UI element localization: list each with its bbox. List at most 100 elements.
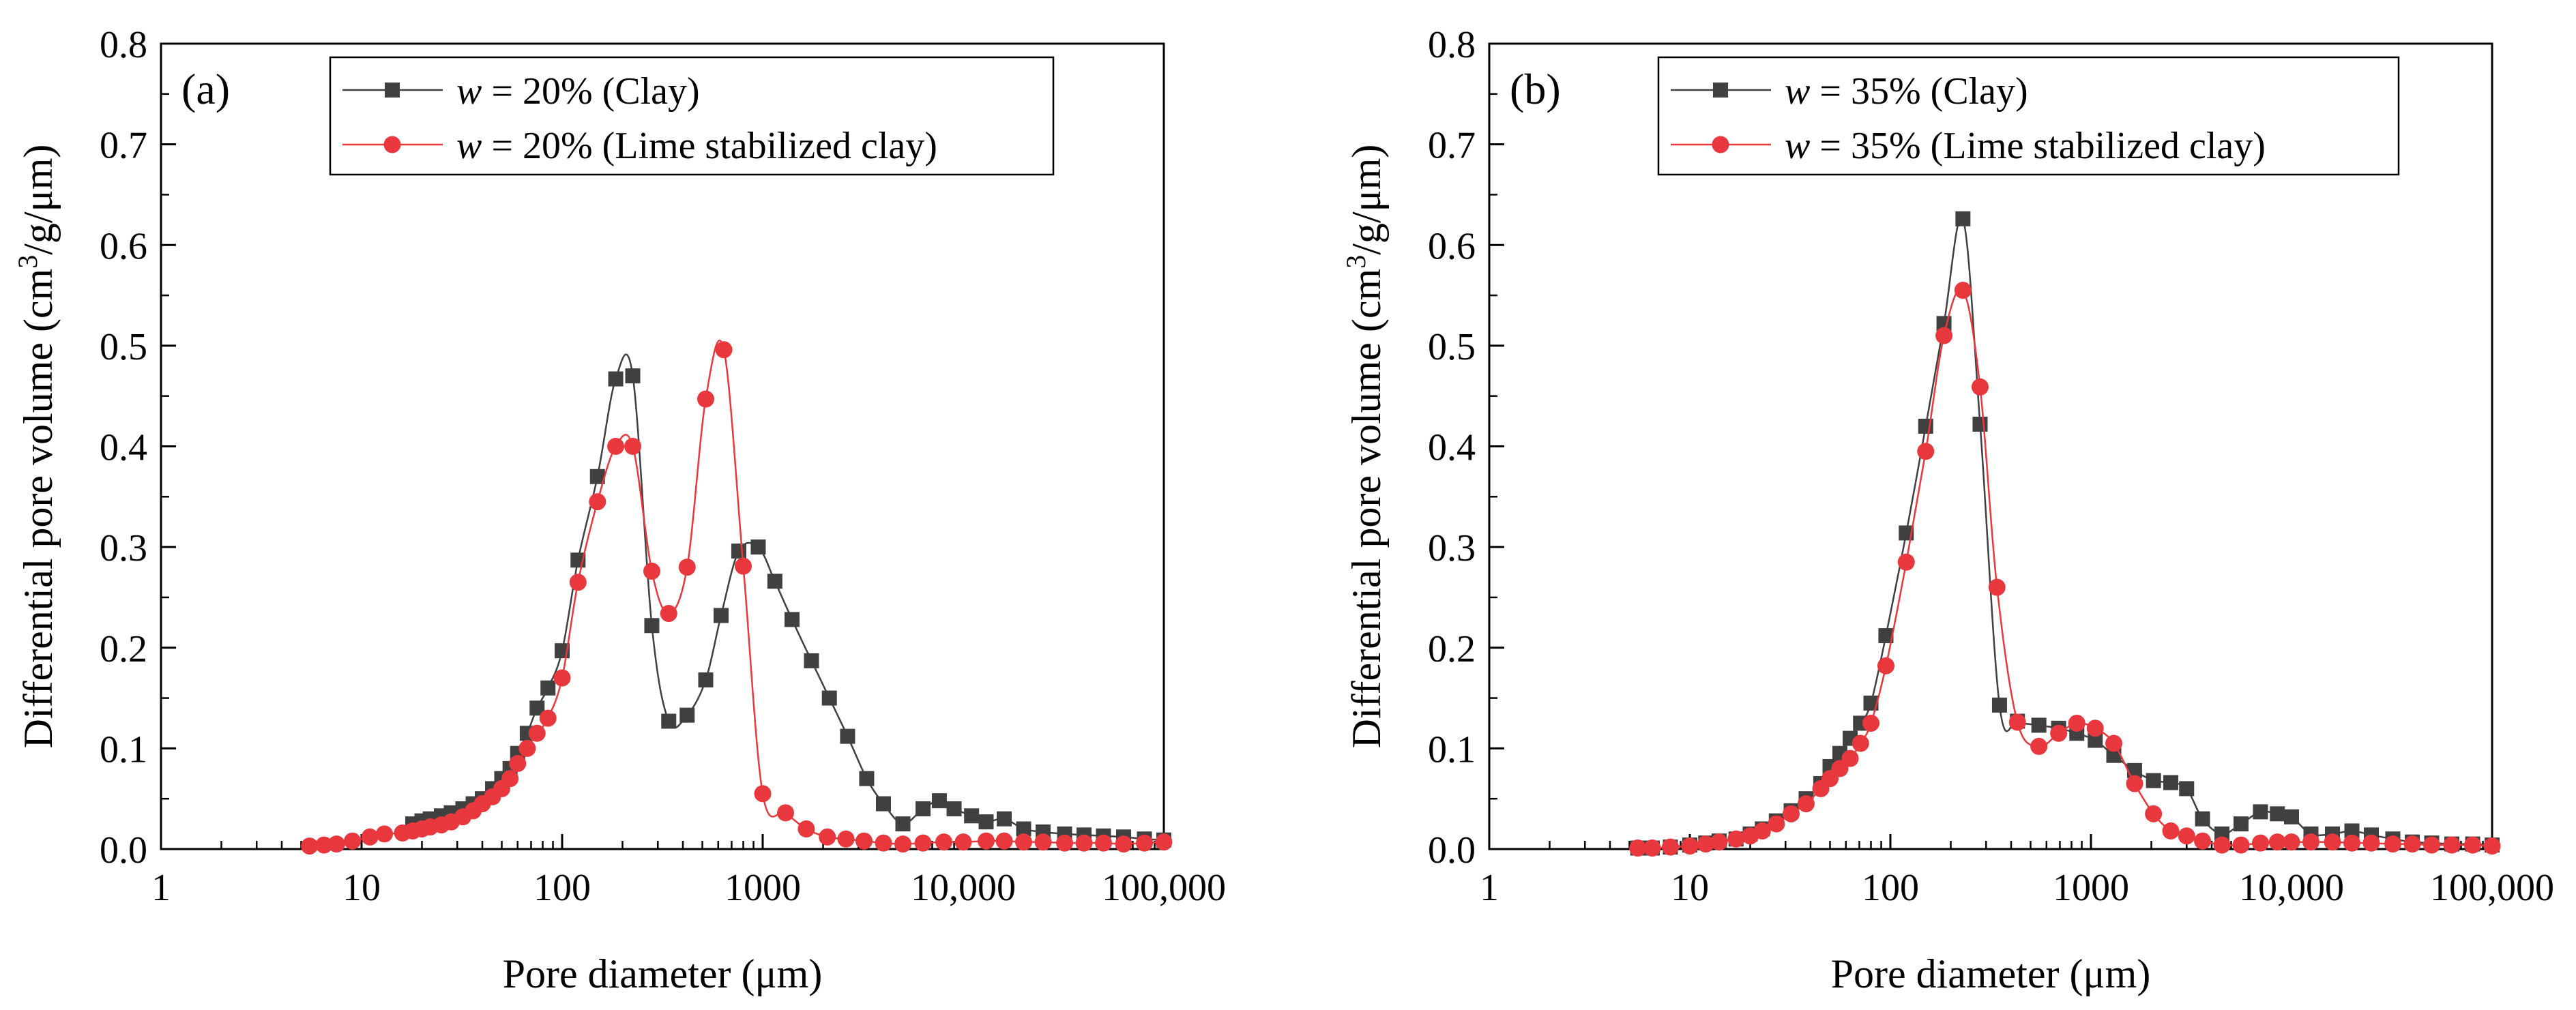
- y-tick-label: 0.8: [1428, 24, 1476, 66]
- data-point: [2008, 713, 2026, 731]
- data-point: [977, 832, 995, 850]
- y-tick-label: 0.7: [1428, 125, 1476, 167]
- data-point: [375, 825, 393, 843]
- data-point: [2086, 719, 2104, 737]
- data-point: [589, 493, 606, 511]
- data-point: [1015, 833, 1033, 851]
- data-point: [1783, 805, 1800, 822]
- data-point: [935, 833, 953, 851]
- data-point: [2384, 835, 2402, 853]
- data-point: [2464, 836, 2482, 854]
- data-point: [1991, 697, 2007, 713]
- y-axis-title: Differential pore volume (cm3/g/μm): [12, 145, 61, 749]
- y-tick-label: 0.0: [100, 829, 147, 872]
- data-point: [539, 709, 557, 727]
- data-point: [1697, 835, 1714, 853]
- legend-marker: [1712, 136, 1729, 153]
- legend-label: w = 20% (Clay): [456, 70, 700, 113]
- data-point: [2179, 781, 2195, 797]
- x-tick-label: 10,000: [2239, 867, 2344, 909]
- y-tick-label: 0.4: [100, 427, 147, 469]
- data-point: [2253, 804, 2268, 820]
- data-point: [501, 770, 519, 788]
- legend-marker: [385, 83, 400, 98]
- y-tick-label: 0.4: [1428, 427, 1476, 469]
- data-point: [2105, 734, 2122, 752]
- data-point: [660, 605, 677, 623]
- data-point: [1056, 834, 1074, 852]
- data-point: [1841, 749, 1859, 767]
- data-point: [529, 700, 545, 716]
- data-point: [344, 832, 362, 850]
- data-point: [1727, 830, 1745, 848]
- data-point: [678, 559, 696, 576]
- data-point: [1662, 838, 1680, 856]
- panel-label: (b): [1510, 65, 1561, 113]
- data-point: [876, 796, 892, 812]
- data-point: [1768, 815, 1785, 833]
- legend: w = 20% (Clay) w = 20% (Lime stabilized c…: [329, 56, 1055, 176]
- data-point: [509, 755, 527, 773]
- data-point: [2270, 806, 2285, 822]
- data-point: [2232, 836, 2250, 854]
- data-point: [840, 728, 855, 744]
- data-point: [540, 680, 556, 696]
- y-tick-label: 0.7: [100, 125, 147, 167]
- data-point: [2443, 836, 2461, 854]
- data-point: [914, 834, 932, 852]
- legend-marker: [383, 136, 401, 153]
- data-point: [895, 816, 911, 832]
- data-point: [776, 804, 794, 822]
- y-tick-label: 0.5: [1428, 326, 1476, 368]
- data-point: [2483, 837, 2501, 855]
- legend-box: [1657, 56, 2400, 176]
- data-point: [624, 438, 642, 455]
- y-tick-label: 0.5: [100, 326, 147, 368]
- data-point: [731, 544, 746, 559]
- data-point: [518, 739, 536, 757]
- data-point: [754, 785, 772, 803]
- data-point: [894, 835, 911, 853]
- x-tick-label: 10: [342, 867, 381, 909]
- x-tick-label: 100: [1862, 867, 1919, 909]
- y-tick-label: 0.0: [1428, 829, 1476, 872]
- data-point: [697, 390, 715, 408]
- data-point: [315, 836, 333, 854]
- data-point: [1797, 795, 1815, 813]
- data-point: [553, 669, 571, 687]
- data-point: [859, 771, 875, 786]
- data-point: [643, 563, 660, 580]
- y-tick-label: 0.3: [1428, 527, 1476, 569]
- x-tick-label: 10,000: [911, 867, 1016, 909]
- panel-label: (a): [181, 65, 230, 113]
- chart-panel-a: 1 10 100 1000 10,000 100,000 0.0 0.1 0.2 0.3 0.4 0.…: [12, 24, 1227, 996]
- data-point: [2423, 836, 2440, 854]
- data-point: [679, 707, 695, 723]
- data-point: [608, 371, 624, 387]
- data-point: [713, 608, 729, 623]
- x-tick-label: 1000: [724, 867, 801, 909]
- data-point: [2284, 809, 2299, 825]
- data-point: [625, 368, 641, 384]
- data-point: [855, 832, 873, 850]
- data-point: [978, 814, 994, 830]
- data-point: [661, 713, 677, 729]
- y-tick-label: 0.6: [100, 225, 147, 267]
- data-point: [821, 690, 837, 706]
- y-tick-label: 0.2: [1428, 628, 1476, 670]
- series-lime-stabilized-clay: [1629, 282, 2501, 857]
- y-tick-label: 0.8: [100, 24, 147, 66]
- data-point: [916, 801, 931, 816]
- data-point: [784, 612, 800, 627]
- data-point: [2324, 833, 2341, 851]
- data-point: [1954, 282, 1972, 299]
- y-tick-label: 0.2: [100, 628, 147, 670]
- data-point: [997, 811, 1012, 827]
- data-point: [1897, 553, 1915, 571]
- data-point: [2213, 836, 2231, 854]
- data-point: [2233, 816, 2249, 832]
- legend-box: [329, 56, 1055, 176]
- data-point: [2344, 823, 2360, 839]
- y-tick-label: 0.3: [100, 527, 147, 569]
